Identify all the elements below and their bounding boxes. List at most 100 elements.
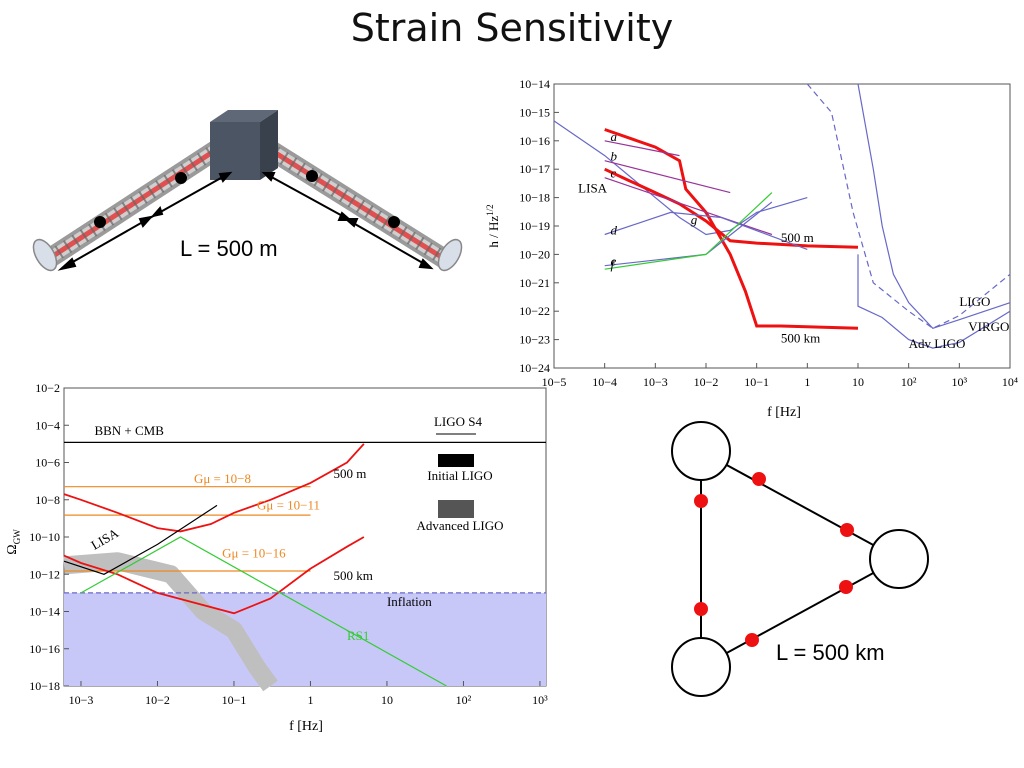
x-tick-label: 10−3 xyxy=(643,375,668,389)
y-tick-label: 10−15 xyxy=(519,105,550,119)
series-line-a xyxy=(604,140,680,157)
test-mass-marker xyxy=(694,494,708,508)
y-tick-label: 10−24 xyxy=(519,361,550,375)
annotation-g-10-11: Gμ = 10−11 xyxy=(257,497,320,512)
x-tick-label: 10−2 xyxy=(145,693,170,707)
legend-label-advanced-ligo: Advanced LIGO xyxy=(417,518,504,533)
arm-length-arrows xyxy=(57,171,434,271)
x-tick-label: 10² xyxy=(456,693,472,707)
x-tick-label: 10³ xyxy=(952,375,968,389)
slide-title: Strain Sensitivity xyxy=(350,6,674,50)
x-tick-label: 10−2 xyxy=(694,375,719,389)
annotation-500-km: 500 km xyxy=(333,568,372,583)
y-tick-label: 10−23 xyxy=(519,333,550,347)
annotation-b: b xyxy=(610,149,617,164)
x-axis-label: f [Hz] xyxy=(289,719,323,734)
test-mass-markers xyxy=(694,472,854,647)
annotation-rs1: RS1 xyxy=(347,628,369,643)
legend-swatch-advanced-ligo xyxy=(438,500,474,518)
series-line-lisa xyxy=(63,504,218,575)
y-tick-label: 10−14 xyxy=(29,605,60,619)
x-tick-label: 10−1 xyxy=(222,693,247,707)
omega-gw-chart: 10−3 10−2 10−1 1 10 10² 10³ 10−2 10−4 10−6 10−8 10−… xyxy=(5,382,548,734)
series-line-adv-ligo xyxy=(857,254,1011,349)
space-detector-illustration xyxy=(671,421,929,697)
y-tick-label: 10−4 xyxy=(35,418,60,432)
x-tick-label: 10−1 xyxy=(744,375,769,389)
legend-swatch-initial-ligo xyxy=(438,454,474,467)
series-line-ligo xyxy=(806,83,1011,329)
x-axis-label: f [Hz] xyxy=(767,405,801,420)
x-tick-label: 10 xyxy=(852,375,864,389)
test-mass-marker xyxy=(752,472,766,486)
ground-detector-illustration xyxy=(32,110,463,272)
annotation-bbn-cmb: BBN + CMB xyxy=(94,423,164,438)
space-arm-length-label: L = 500 km xyxy=(776,640,885,665)
y-tick-label: 10−20 xyxy=(519,247,550,261)
annotation-g-10-8: Gμ = 10−8 xyxy=(194,471,251,486)
test-mass-marker xyxy=(94,216,106,228)
legend-label-initial-ligo: Initial LIGO xyxy=(427,468,492,483)
annotation-g-10-16: Gμ = 10−16 xyxy=(222,545,286,560)
y-tick-label: 10−19 xyxy=(519,219,550,233)
y-tick-label: 10−16 xyxy=(519,134,550,148)
x-tick-label: 10⁴ xyxy=(1002,375,1018,389)
x-tick-label: 10 xyxy=(381,693,393,707)
spacecraft-node-bottom xyxy=(671,637,731,697)
right-mirror xyxy=(437,238,463,272)
annotation-c: c xyxy=(610,166,616,181)
advanced-ligo-sensitivity-band xyxy=(63,552,278,692)
series-line-d xyxy=(604,211,808,250)
spacecraft-node-top xyxy=(671,421,731,481)
test-mass-marker xyxy=(840,523,854,537)
series-line-500-m xyxy=(604,167,859,249)
left-mirror xyxy=(32,238,58,272)
test-mass-marker xyxy=(694,602,708,616)
y-tick-label: 10−10 xyxy=(29,530,60,544)
annotation-lisa: LISA xyxy=(578,181,608,196)
annotation-f: f xyxy=(610,257,616,272)
series-line-500-m xyxy=(63,443,365,533)
test-mass-marker xyxy=(175,172,187,184)
annotation-lisa: LISA xyxy=(88,525,121,553)
x-tick-label: 10−3 xyxy=(69,693,94,707)
x-tick-label: 10−5 xyxy=(542,375,567,389)
y-tick-label: 10−21 xyxy=(519,276,550,290)
x-tick-label: 10² xyxy=(901,375,917,389)
series-line-500-km xyxy=(63,536,365,615)
y-tick-label: 10−8 xyxy=(35,493,60,507)
test-mass-marker xyxy=(745,633,759,647)
series-line-lisa xyxy=(553,120,808,236)
annotation-d: d xyxy=(610,223,617,238)
annotation-adv-ligo: Adv LIGO xyxy=(909,336,966,351)
annotation-500-m: 500 m xyxy=(333,466,366,481)
legend: LIGO S4 Initial LIGO Advanced LIGO xyxy=(417,414,504,533)
annotation-a: a xyxy=(610,129,617,144)
annotation-inflation: Inflation xyxy=(387,594,432,609)
y-tick-label: 10−14 xyxy=(519,77,550,91)
annotation-500-km: 500 km xyxy=(781,330,820,345)
annotation-e: e xyxy=(610,254,616,269)
y-tick-label: 10−12 xyxy=(29,567,60,581)
series-line-e xyxy=(604,201,773,267)
annotation-ligo: LIGO xyxy=(959,294,990,309)
y-axis-label: h / Hz1/2 xyxy=(485,204,501,247)
annotation-virgo: VIRGO xyxy=(968,319,1009,334)
strain-sensitivity-chart: 10−5 10−4 10−3 10−2 10−1 1 10 10² 10³ 10⁴ 10−24 10−… xyxy=(485,77,1018,420)
vertex-station xyxy=(210,110,278,180)
x-tick-label: 10³ xyxy=(532,693,548,707)
test-mass-marker xyxy=(306,170,318,182)
annotation-500-m: 500 m xyxy=(781,230,814,245)
x-tick-label: 1 xyxy=(804,375,810,389)
inflation-region xyxy=(64,592,546,686)
series-line-500-km xyxy=(604,128,859,330)
test-mass-marker xyxy=(388,216,400,228)
annotation-g: g xyxy=(691,212,698,227)
x-tick-label: 1 xyxy=(307,693,313,707)
test-mass-marker xyxy=(839,580,853,594)
y-tick-label: 10−17 xyxy=(519,162,550,176)
left-arm xyxy=(40,132,238,268)
series-line-b xyxy=(604,160,731,194)
series-line-f xyxy=(604,192,773,270)
